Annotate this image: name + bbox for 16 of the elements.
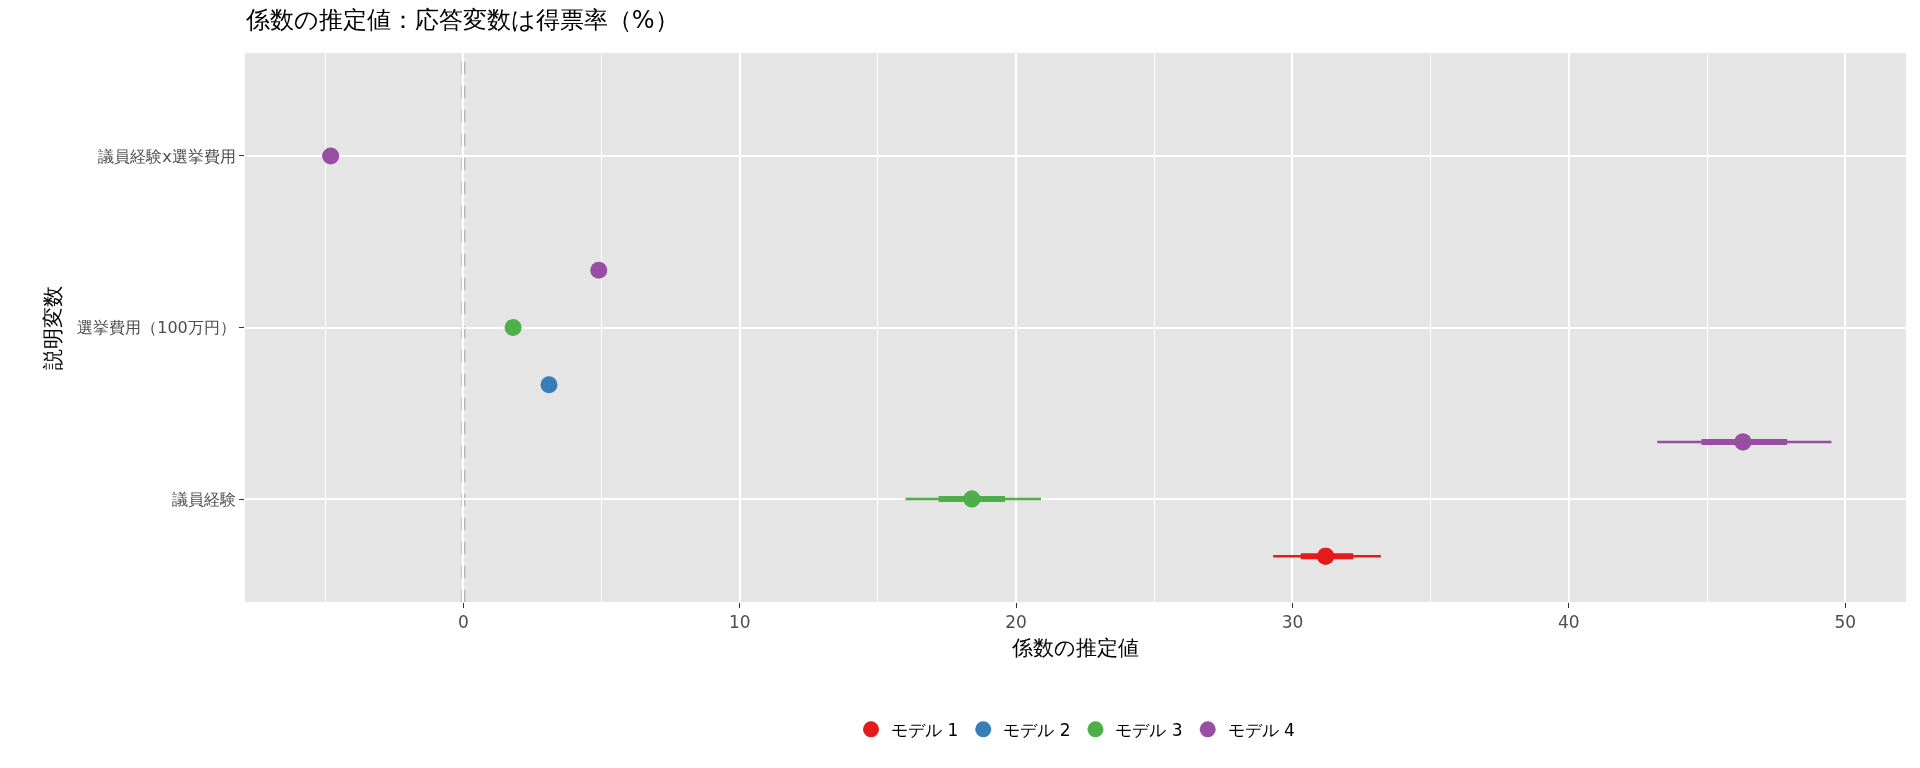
x-tick-label: 20 (1005, 612, 1027, 633)
x-tick-label: 30 (1281, 612, 1304, 633)
x-tick-label: 50 (1834, 612, 1857, 633)
y-axis-title: 説明変数 (41, 285, 66, 370)
y-tick-label: 議員経験 (171, 489, 236, 509)
legend-label: モデル 3 (1115, 719, 1183, 740)
x-tick-label: 10 (728, 612, 751, 633)
y-tick-label: 選挙費用（100万円） (77, 318, 236, 338)
chart-title: 係数の推定値：応答変数は得票率（%） (244, 6, 679, 35)
legend-label: モデル 2 (1003, 719, 1071, 740)
legend-label: モデル 1 (891, 719, 959, 740)
legend-label: モデル 4 (1227, 719, 1295, 740)
y-tick-label: 議員経験x選挙費用 (98, 146, 236, 166)
x-tick-label: 40 (1558, 612, 1580, 633)
x-tick-label: 0 (457, 612, 469, 633)
x-axis-title: 係数の推定値 (1011, 635, 1139, 660)
